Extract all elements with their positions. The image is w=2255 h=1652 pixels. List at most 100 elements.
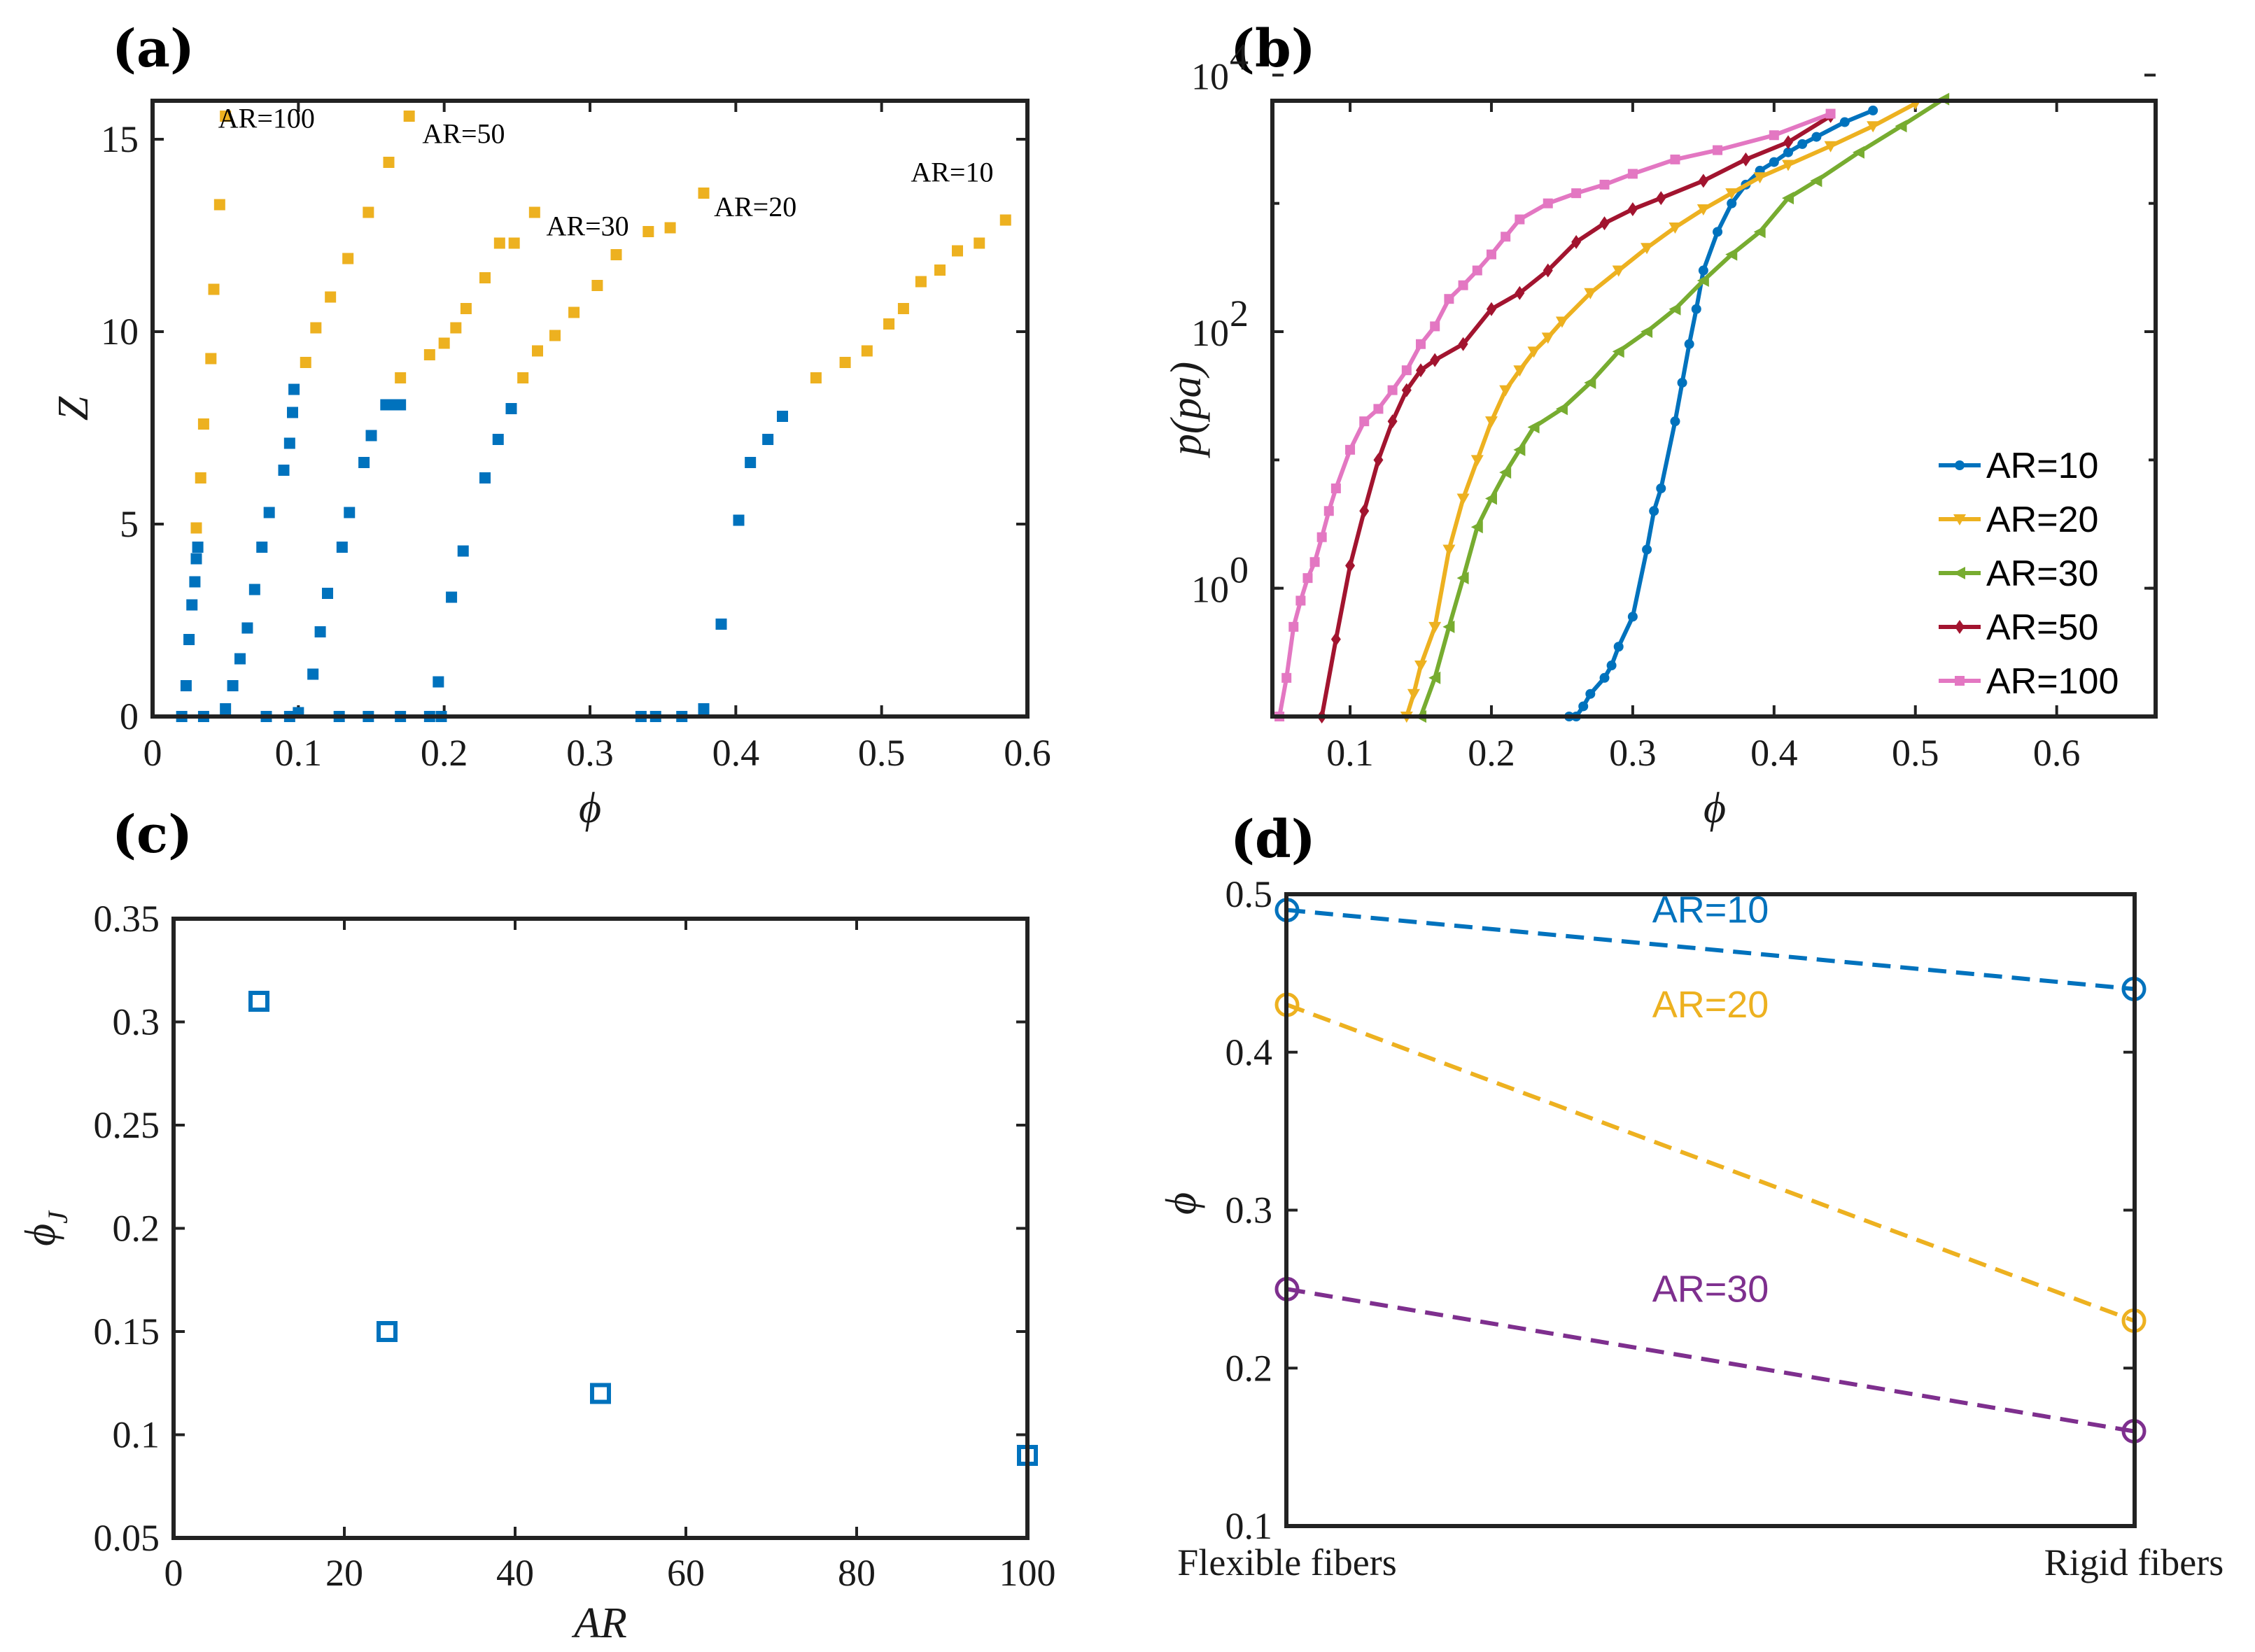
panel-b-data xyxy=(1274,92,1950,723)
panel-c-xtick-label: 80 xyxy=(838,1552,876,1594)
panel-a-point xyxy=(664,222,676,234)
panel-a-point xyxy=(883,318,895,330)
panel-b-marker xyxy=(1769,130,1779,141)
panel-b-marker xyxy=(1955,620,1965,634)
panel-a-point xyxy=(591,280,603,291)
panel-c-ytick-label: 0.3 xyxy=(113,1001,160,1043)
panel-b-marker xyxy=(1669,222,1682,234)
panel-a-annotation: AR=30 xyxy=(547,211,629,242)
panel-b-marker xyxy=(1868,105,1878,115)
panel-a-point xyxy=(715,619,727,630)
panel-a-point xyxy=(383,157,395,168)
panel-b-marker xyxy=(1456,572,1469,585)
panel-a-frame xyxy=(150,99,1030,719)
panel-a-point xyxy=(234,653,246,665)
panel-b-series-line xyxy=(1319,114,1832,717)
panel-d-axes: 0.1 0.2 0.3 0.4 0.5 Flexible fibers Rigid fibe… xyxy=(1177,873,2224,1583)
panel-a-point xyxy=(508,237,520,249)
panel-b-marker xyxy=(1783,147,1794,157)
panel-d-ylabel: ϕ xyxy=(1158,1192,1205,1215)
panel-b-marker xyxy=(1330,632,1341,647)
panel-a-point xyxy=(220,111,232,122)
panel-b-marker xyxy=(1727,198,1737,209)
panel-b-marker xyxy=(1656,483,1666,494)
panel-b-marker xyxy=(1585,689,1596,699)
panel-a-point xyxy=(189,576,201,588)
panel-b-ytick-base: 10 xyxy=(1191,55,1229,97)
panel-c-ytick-label: 0.35 xyxy=(94,898,160,940)
panel-b-marker xyxy=(1627,612,1638,622)
panel-a-xlabel: ϕ xyxy=(579,784,601,832)
panel-d-ytick-label: 0.1 xyxy=(1225,1505,1273,1547)
panel-d-series-label: AR=30 xyxy=(1652,1268,1769,1310)
panel-b-marker xyxy=(1696,274,1709,288)
panel-a-data xyxy=(176,111,1011,722)
panel-b-marker xyxy=(1527,346,1540,358)
panel-a-point xyxy=(180,680,192,691)
panel-a-point xyxy=(278,465,290,476)
panel-a-annotation: AR=10 xyxy=(911,157,993,188)
panel-b-ytick-exp: 2 xyxy=(1230,292,1249,334)
panel-b-marker xyxy=(1627,169,1638,179)
panel-b-marker xyxy=(1824,141,1837,153)
panel-b-marker xyxy=(1515,214,1525,225)
panel-b-marker xyxy=(1698,265,1708,276)
panel-b-marker xyxy=(1345,444,1356,455)
panel-c-ylabel-sub: J xyxy=(42,1210,73,1224)
panel-b-marker xyxy=(1288,621,1299,632)
panel-b-marker xyxy=(1359,416,1370,427)
panel-d-ytick-label: 0.3 xyxy=(1225,1189,1273,1231)
panel-b-marker xyxy=(1606,661,1617,671)
panel-a-point xyxy=(241,622,253,634)
panel-a-ytick-label: 10 xyxy=(101,311,139,353)
panel-b-marker xyxy=(1599,216,1610,231)
panel-b-marker xyxy=(1741,152,1751,167)
panel-a-ytick-label: 0 xyxy=(120,696,139,737)
panel-a-point xyxy=(248,584,260,595)
panel-a-xtick-label: 0 xyxy=(143,732,162,774)
panel-a-xtick-label: 0.3 xyxy=(566,732,614,774)
panel-b-legend-label: AR=30 xyxy=(1986,553,2098,594)
panel-c-ylabel-phi: ϕ xyxy=(17,1224,64,1246)
panel-b-marker xyxy=(1839,117,1850,127)
panel-b-marker xyxy=(1359,504,1370,518)
panel-a-point xyxy=(450,322,462,334)
panel-c-ytick-label: 0.25 xyxy=(94,1104,160,1146)
panel-a-point xyxy=(733,514,745,526)
panel-a-point xyxy=(745,457,757,468)
panel-d-frame xyxy=(1284,892,2137,1528)
panel-b-ytick-label: 10 xyxy=(1191,55,1229,97)
panel-b-marker xyxy=(1684,339,1694,349)
panel-d: (d) 0.1 0.2 0.3 0.4 0.5 Flexible fibers Rigid … xyxy=(1158,810,2224,1583)
panel-a-point xyxy=(213,199,225,211)
panel-b-marker xyxy=(1470,521,1483,534)
panel-b-marker xyxy=(1499,466,1512,479)
panel-b-ylabel: p(pa) xyxy=(1162,362,1210,458)
panel-b-marker xyxy=(1782,160,1795,171)
panel-b-xtick-label: 0.5 xyxy=(1892,732,1939,774)
panel-b-series-line xyxy=(1404,101,1917,717)
panel-a-point xyxy=(423,349,435,360)
panel-a-letter: (a) xyxy=(112,19,195,79)
panel-a-point xyxy=(363,206,374,218)
panel-a-point xyxy=(287,407,298,418)
panel-b-marker xyxy=(1430,321,1440,332)
panel-a: (a) 0 0.1 0.2 0.3 0.4 0.5 0.6 0 5 10 15 AR=100 AR=5… xyxy=(50,19,1051,832)
panel-c-ylabel: ϕJ xyxy=(17,1210,73,1246)
panel-b-frame xyxy=(1270,99,2158,719)
panel-b-marker xyxy=(1810,174,1822,188)
panel-d-series-line xyxy=(1286,1287,2135,1434)
panel-a-point xyxy=(395,372,407,383)
panel-b-marker xyxy=(1797,139,1808,149)
panel-b-marker xyxy=(1696,204,1710,216)
panel-b-marker xyxy=(1484,416,1498,428)
panel-b-marker xyxy=(1316,532,1327,542)
panel-a-point xyxy=(934,264,946,276)
panel-a-point xyxy=(344,507,356,518)
panel-a-point xyxy=(493,237,505,249)
panel-b-marker xyxy=(1401,365,1412,376)
panel-a-annotation: AR=100 xyxy=(218,103,315,134)
panel-a-point xyxy=(479,472,491,483)
